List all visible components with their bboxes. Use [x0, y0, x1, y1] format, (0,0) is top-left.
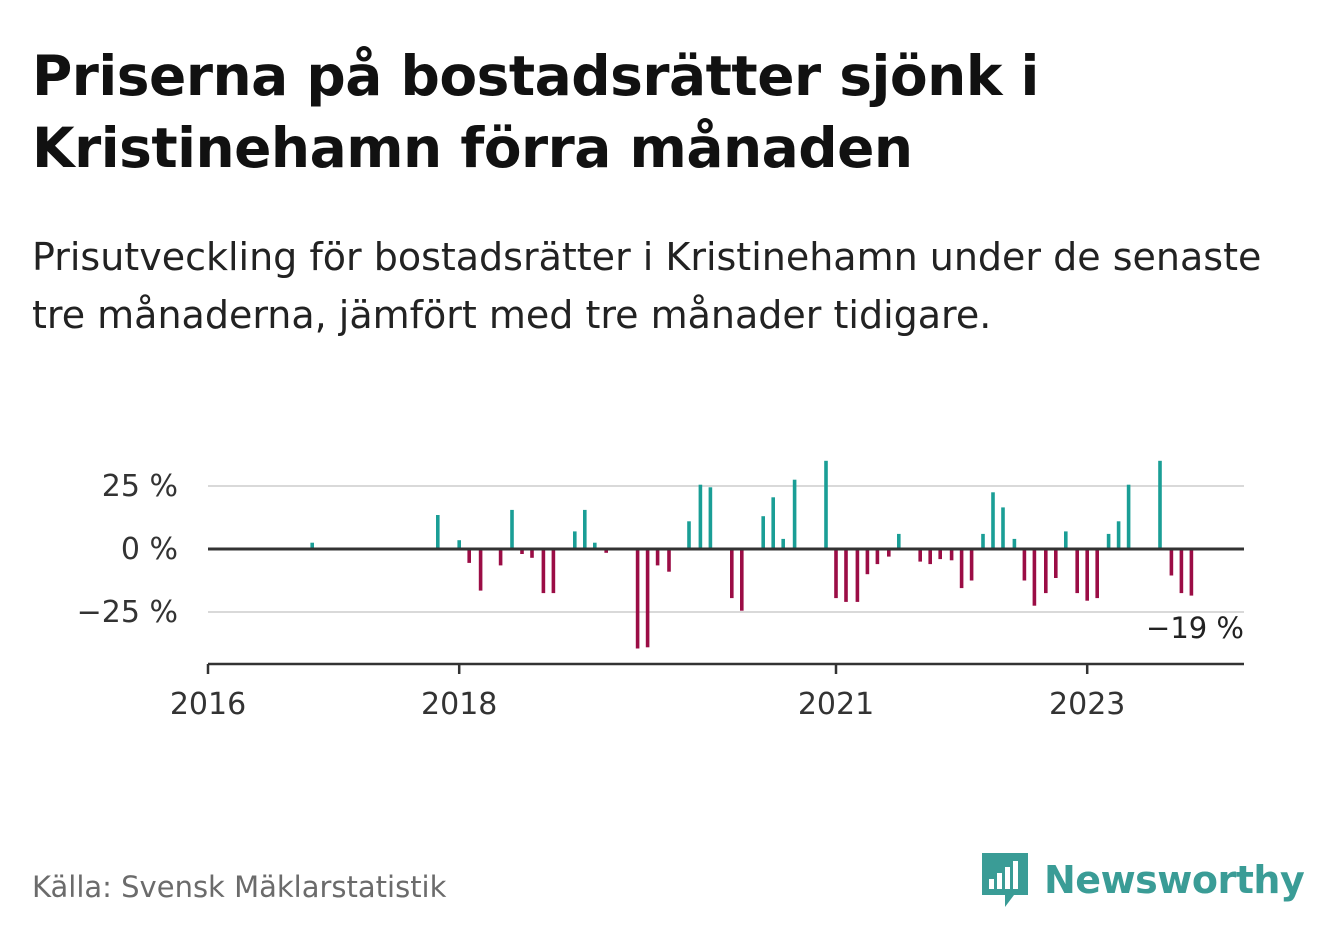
bar	[645, 549, 650, 648]
bar	[730, 549, 734, 599]
bar	[928, 549, 932, 565]
bar	[655, 549, 660, 566]
bar-chart-speech-bubble-icon	[982, 853, 1028, 907]
bar	[708, 487, 713, 549]
bar	[969, 549, 974, 581]
bar	[498, 549, 503, 566]
bar	[436, 515, 440, 549]
bar	[583, 509, 587, 549]
bar	[771, 497, 775, 549]
x-tick-label: 2018	[421, 687, 497, 722]
bar	[1189, 549, 1194, 596]
bar	[1044, 549, 1048, 594]
bar	[457, 540, 461, 549]
bar	[1169, 549, 1174, 576]
bar	[875, 549, 880, 565]
bar	[844, 549, 848, 602]
bar	[530, 549, 534, 558]
bar	[520, 549, 524, 554]
bar	[1075, 549, 1079, 594]
y-tick-label: 25 %	[102, 469, 178, 504]
x-axis: 2016 2018 2021 2023	[170, 662, 1244, 722]
bar	[1085, 549, 1089, 601]
bar	[1001, 507, 1005, 549]
bar	[918, 549, 922, 562]
bar	[1179, 549, 1184, 594]
bar	[761, 516, 765, 549]
bar	[510, 509, 514, 549]
brand-name: Newsworthy	[1044, 858, 1305, 902]
bar	[1022, 549, 1027, 581]
bar	[855, 549, 860, 602]
bar	[824, 460, 828, 549]
bar	[1095, 549, 1099, 599]
bar	[740, 549, 744, 611]
last-value-annotation: −19 %	[1146, 611, 1244, 645]
bar	[834, 549, 838, 599]
bar	[1012, 538, 1017, 549]
bar	[698, 484, 703, 549]
bar	[991, 492, 995, 549]
bar	[897, 533, 901, 549]
bar	[959, 549, 964, 589]
bar	[541, 549, 546, 594]
x-tick-label: 2021	[798, 687, 874, 722]
bar	[573, 531, 577, 549]
bar	[478, 549, 483, 591]
bar	[667, 549, 671, 572]
y-tick-label: 0 %	[121, 532, 178, 567]
source-note: Källa: Svensk Mäklarstatistik	[32, 870, 447, 904]
bar	[781, 538, 785, 549]
x-tick-label: 2023	[1049, 687, 1125, 722]
bar	[1106, 533, 1111, 549]
bar	[1126, 484, 1131, 549]
bar	[635, 549, 640, 649]
bar	[865, 549, 870, 575]
bar	[310, 542, 314, 549]
bar	[1064, 531, 1068, 549]
bar	[1116, 521, 1121, 549]
price-change-bar-chart: 25 % 0 % −25 % 2016 2018 2021 2023 −19 %	[77, 460, 1244, 722]
bar	[949, 549, 954, 561]
y-tick-label: −25 %	[77, 595, 178, 630]
bar	[792, 479, 797, 549]
bar	[1032, 549, 1037, 606]
bars	[310, 460, 1194, 649]
bar	[593, 542, 597, 549]
grid-lines	[208, 485, 1244, 613]
bar	[1054, 549, 1058, 578]
bar	[1158, 460, 1162, 549]
chart-subtitle: Prisutveckling för bostadsrätter i Krist…	[32, 235, 1262, 337]
bar	[551, 549, 556, 594]
bar	[687, 521, 691, 549]
bar	[887, 549, 891, 557]
y-axis-tick-labels: 25 % 0 % −25 %	[77, 469, 178, 630]
bar	[467, 549, 471, 563]
x-tick-label: 2016	[170, 687, 246, 722]
bar	[938, 549, 942, 560]
bar	[604, 549, 608, 553]
chart-title: Priserna på bostadsrätter sjönk i Kristi…	[32, 44, 1039, 180]
newsworthy-logo: Newsworthy	[980, 850, 1305, 910]
bar	[981, 533, 985, 549]
